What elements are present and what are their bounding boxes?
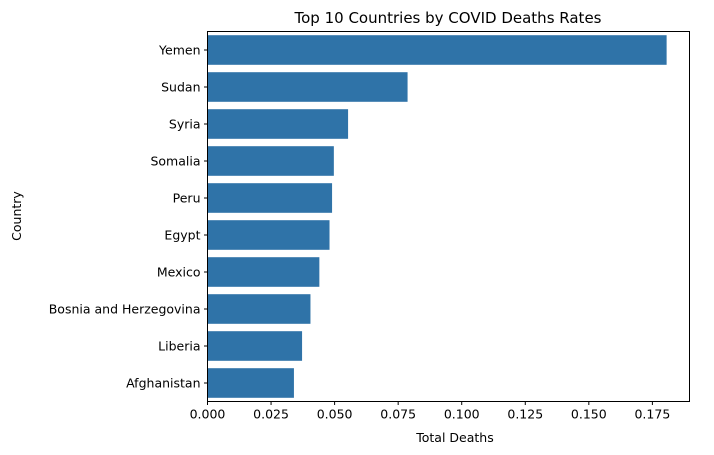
y-tick-label: Somalia	[150, 154, 200, 169]
y-tick-label: Mexico	[157, 265, 201, 280]
y-tick-label: Bosnia and Herzegovina	[49, 302, 201, 317]
plot-frame	[207, 31, 690, 402]
x-tick-label: 0.075	[380, 407, 416, 422]
bar-syria	[207, 109, 349, 139]
bar-egypt	[207, 220, 330, 250]
x-tick-label: 0.000	[190, 407, 226, 422]
x-tick-label: 0.100	[444, 407, 480, 422]
x-tick-label: 0.175	[634, 407, 670, 422]
x-axis-title: Total Deaths	[415, 430, 493, 445]
bar-bosnia-and-herzegovina	[207, 294, 311, 324]
bar-peru	[207, 183, 333, 213]
x-tick-label: 0.050	[317, 407, 353, 422]
bars	[207, 35, 667, 398]
bar-somalia	[207, 146, 334, 176]
bar-sudan	[207, 72, 408, 102]
bar-liberia	[207, 331, 303, 361]
y-tick-label: Sudan	[161, 80, 200, 95]
y-tick-label: Peru	[173, 191, 201, 206]
y-tick-label: Liberia	[158, 339, 200, 354]
y-tick-label: Egypt	[164, 228, 200, 243]
bar-mexico	[207, 257, 320, 287]
y-tick-label: Afghanistan	[126, 376, 200, 391]
bar-yemen	[207, 35, 667, 65]
y-axis: Yemen Sudan Syria Somalia Peru Egypt Mexico Bos…	[49, 43, 208, 391]
x-axis: 0.000 0.025 0.050 0.075 0.100 0.125 0.150 0.175	[190, 401, 670, 422]
chart-title: Top 10 Countries by COVID Deaths Rates	[294, 9, 602, 27]
y-tick-label: Yemen	[158, 43, 200, 58]
y-axis-title: Country	[9, 191, 24, 241]
x-tick-label: 0.125	[507, 407, 543, 422]
bar-afghanistan	[207, 368, 294, 398]
x-tick-label: 0.025	[253, 407, 289, 422]
y-tick-label: Syria	[169, 117, 201, 132]
x-tick-label: 0.150	[571, 407, 607, 422]
